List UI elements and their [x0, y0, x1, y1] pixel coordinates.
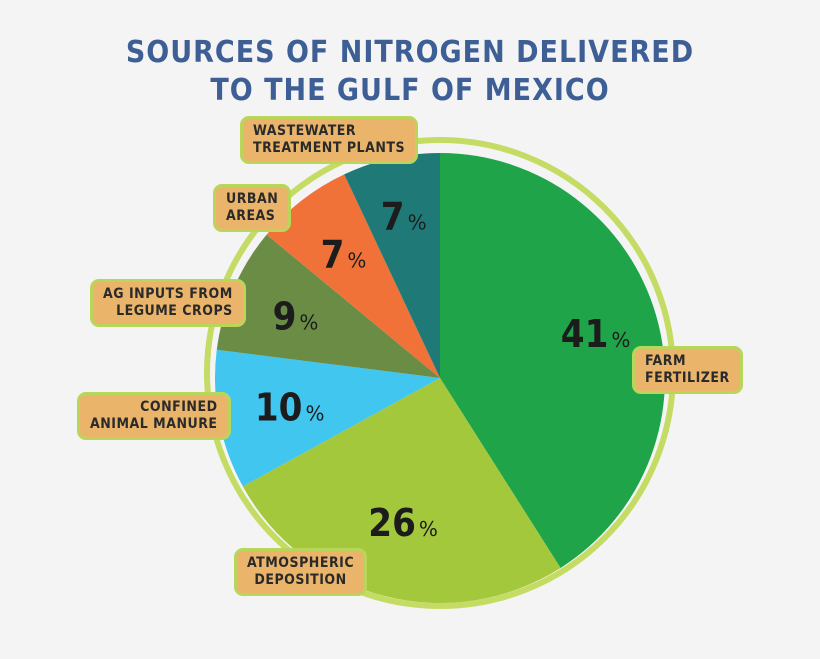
pie-slice-value-1: 41%: [561, 312, 631, 356]
slice-label-6-line-2: TREATMENT PLANTS: [253, 140, 406, 156]
pie-slice-6: [344, 153, 440, 378]
slice-label-4-line-1: AG INPUTS FROM: [103, 286, 233, 302]
slice-label-5: URBAN AREAS: [213, 184, 292, 232]
slice-label-2-line-2: DEPOSITION: [254, 572, 347, 588]
slice-label-2: ATMOSPHERIC DEPOSITION: [234, 548, 368, 596]
pie-slice-value-4: 9%: [273, 294, 319, 338]
slice-label-3: CONFINED ANIMAL MANURE: [77, 392, 231, 440]
pie-slice-value-6: 7%: [381, 195, 427, 239]
slice-label-5-line-2: AREAS: [226, 208, 276, 224]
chart-title-line-1: SOURCES OF NITROGEN DELIVERED: [125, 35, 695, 70]
slice-label-6: WASTEWATER TREATMENT PLANTS: [240, 116, 419, 164]
pie-slice-value-3: 10%: [255, 386, 325, 430]
slice-label-2-line-1: ATMOSPHERIC: [247, 555, 355, 571]
slice-label-1-line-1: FARM: [645, 353, 686, 369]
pie-slice-value-2: 26%: [368, 501, 438, 545]
chart-title: SOURCES OF NITROGEN DELIVERED TO THE GUL…: [0, 34, 820, 110]
slice-label-3-line-1: CONFINED: [140, 399, 218, 415]
slice-label-1-line-2: FERTILIZER: [645, 370, 730, 386]
slice-label-4-line-2: LEGUME CROPS: [116, 303, 233, 319]
pie-slice-3: [214, 349, 440, 487]
pie-slice-1: [440, 153, 665, 568]
chart-title-line-2: TO THE GULF OF MEXICO: [210, 73, 610, 108]
slice-label-3-line-2: ANIMAL MANURE: [90, 416, 218, 432]
pie-slice-value-5: 7%: [321, 233, 367, 277]
slice-label-4: AG INPUTS FROM LEGUME CROPS: [90, 279, 246, 327]
slice-label-6-line-1: WASTEWATER: [253, 123, 357, 139]
pie-slice-4: [216, 234, 440, 378]
slice-label-5-line-1: URBAN: [226, 191, 279, 207]
pie-slice-5: [266, 174, 440, 378]
pie-slice-2: [242, 378, 561, 603]
slice-label-1: FARM FERTILIZER: [632, 346, 743, 394]
